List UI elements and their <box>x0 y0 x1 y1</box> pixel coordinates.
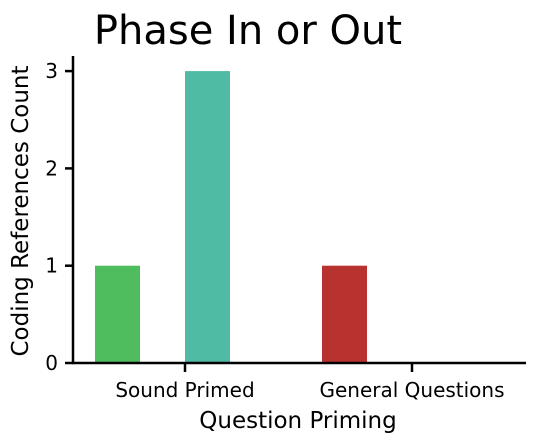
y-tick-label: 1 <box>45 254 58 278</box>
x-ticks-group: Sound Primed General Questions <box>115 363 505 402</box>
bars-group <box>95 71 367 363</box>
y-ticks-group: 0 1 2 3 <box>45 59 73 375</box>
x-tick-label: General Questions <box>319 378 504 402</box>
bar-1 <box>95 265 140 363</box>
y-tick-label: 0 <box>45 351 58 375</box>
chart-title: Phase In or Out <box>94 8 402 54</box>
x-axis-label: Question Priming <box>199 408 396 434</box>
y-tick-label: 3 <box>45 59 58 83</box>
y-axis-label: Coding References Count <box>8 65 34 356</box>
bar-2 <box>185 71 230 363</box>
bar-3 <box>322 265 367 363</box>
x-tick-label: Sound Primed <box>115 378 254 402</box>
y-tick-label: 2 <box>45 156 58 180</box>
